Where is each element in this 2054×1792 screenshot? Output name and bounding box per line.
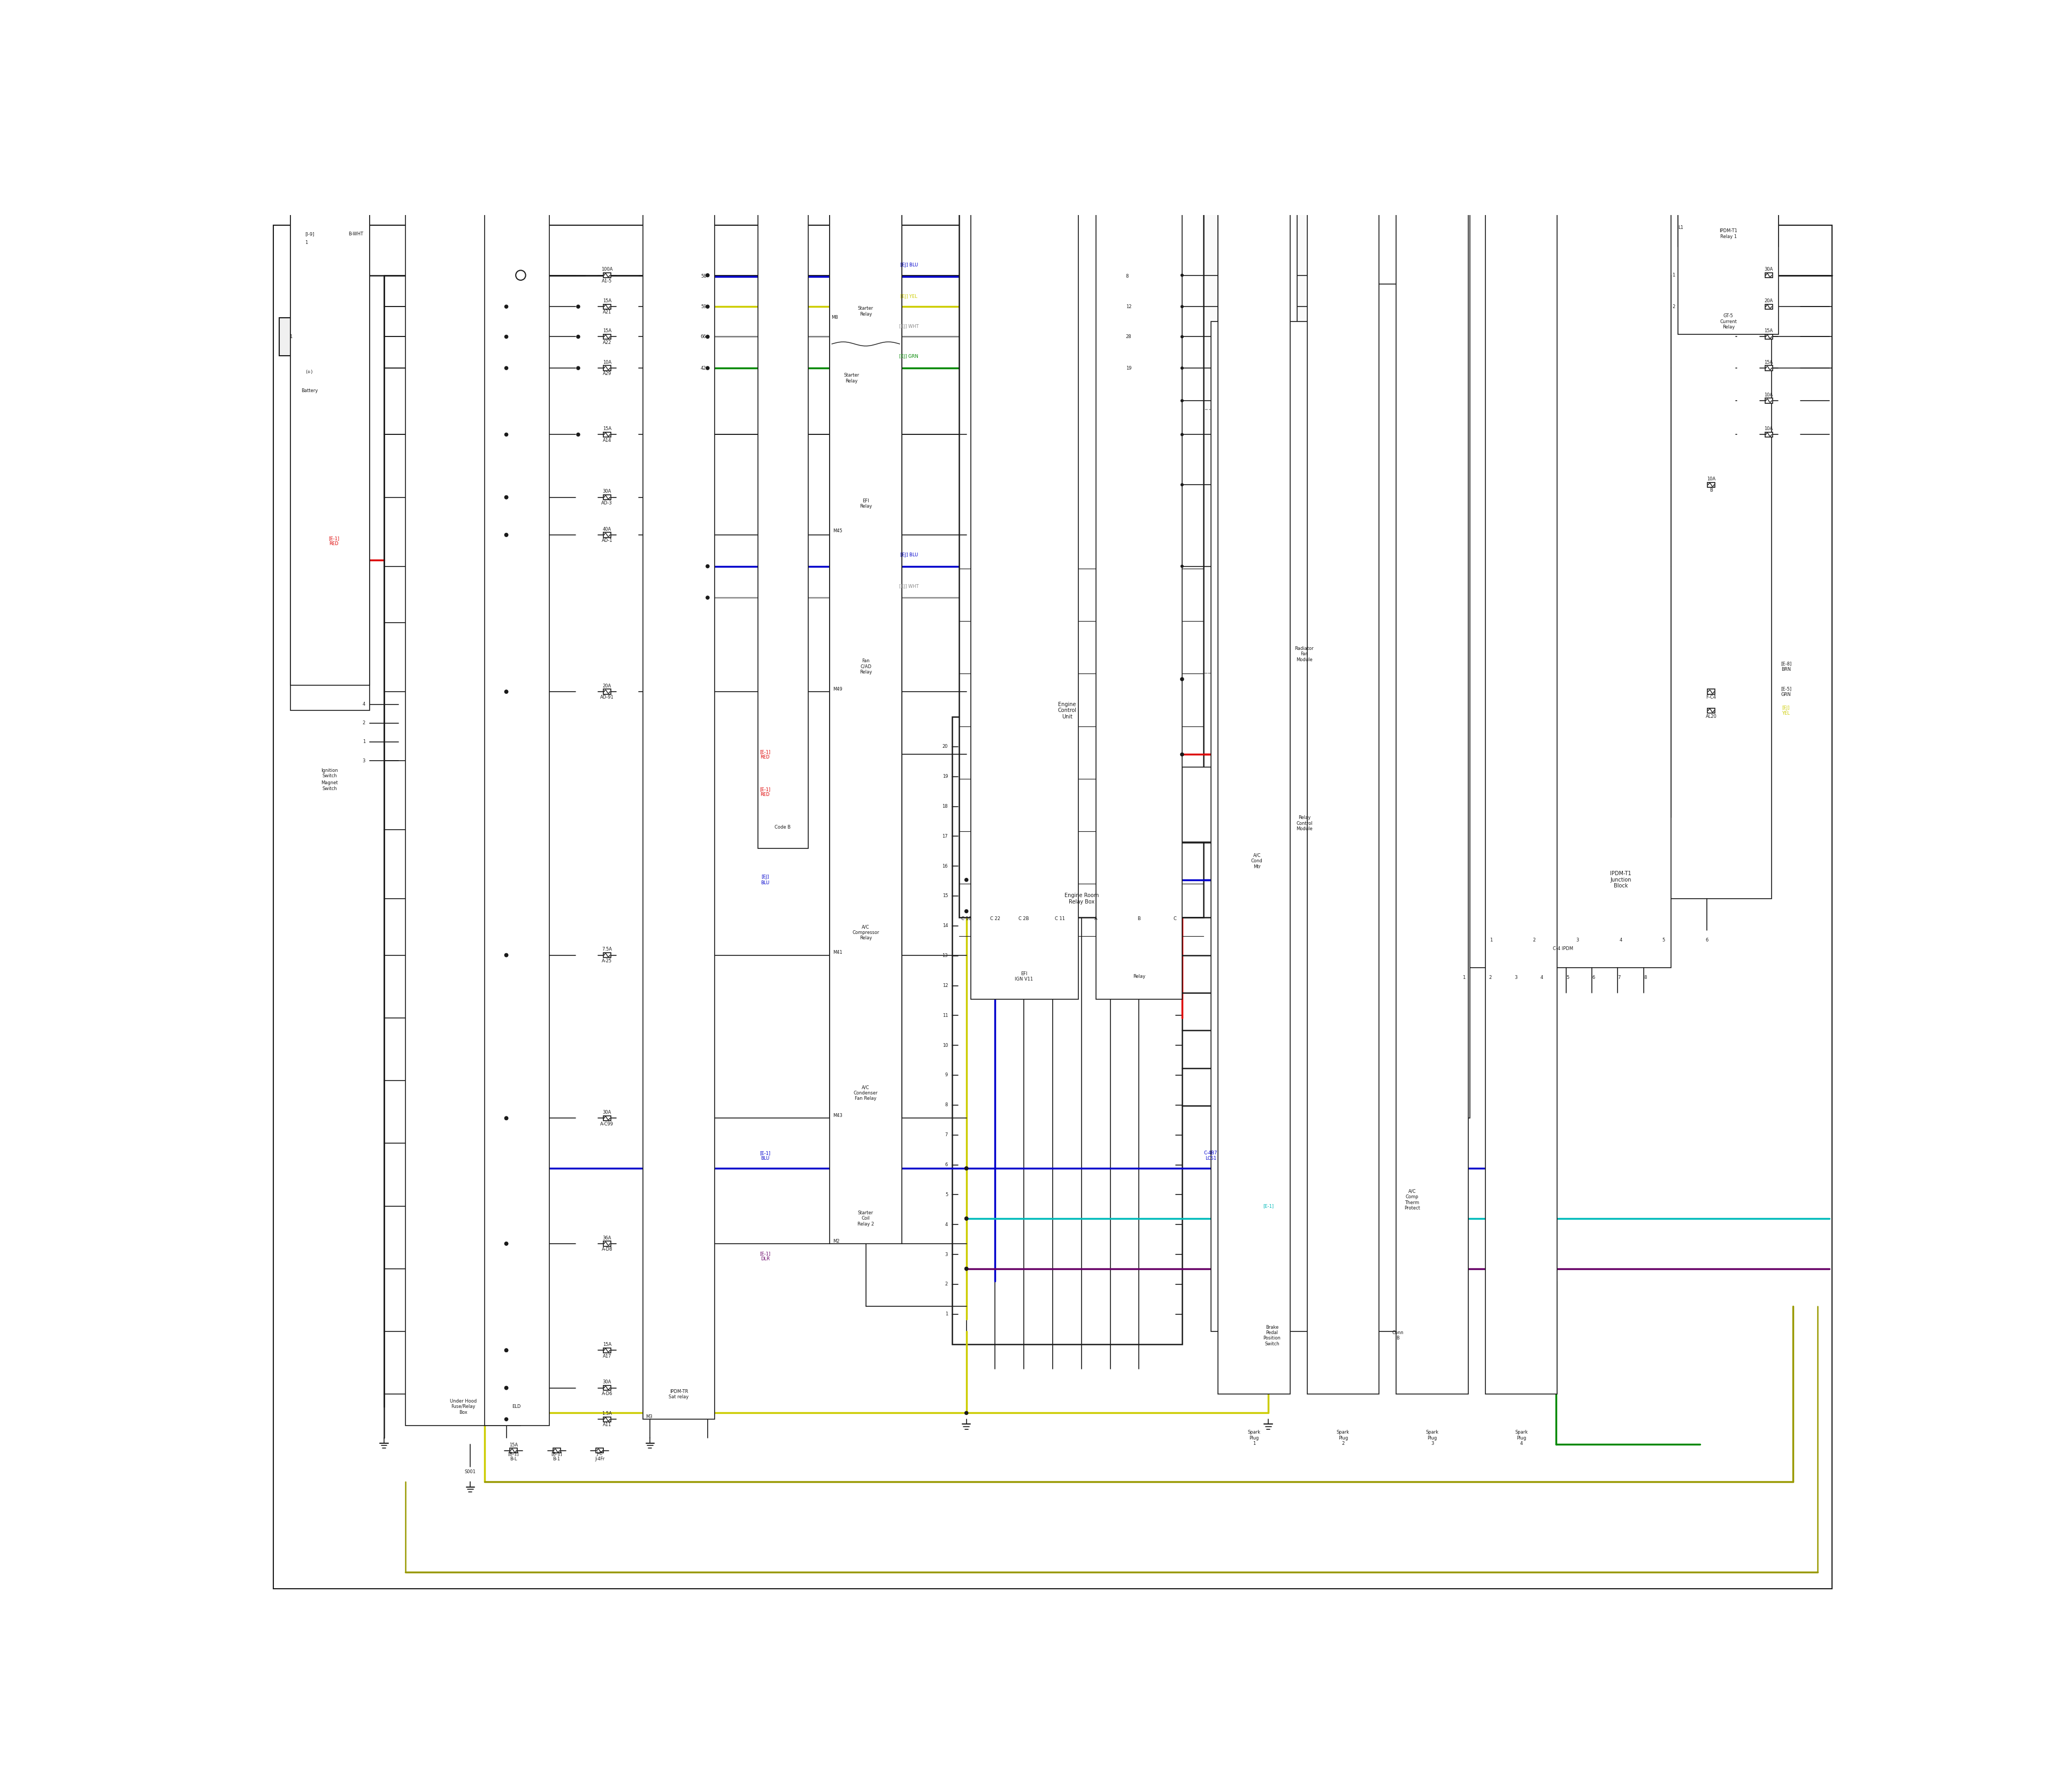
Text: 4: 4 <box>1619 937 1623 943</box>
Text: 19: 19 <box>1126 366 1132 371</box>
Bar <box>509 1448 518 1453</box>
Circle shape <box>965 1167 967 1170</box>
Circle shape <box>1181 677 1183 681</box>
Bar <box>1678 0 1779 333</box>
Bar <box>1764 366 1773 371</box>
Circle shape <box>505 1349 507 1351</box>
Circle shape <box>965 1167 967 1170</box>
Text: A-D8: A-D8 <box>602 1247 612 1253</box>
Circle shape <box>505 496 507 498</box>
Text: M8: M8 <box>832 315 838 319</box>
Text: [E-5]
GRN: [E-5] GRN <box>1781 686 1791 697</box>
Text: Under Hood
Fuse/Relay
Box: Under Hood Fuse/Relay Box <box>450 1400 477 1414</box>
Circle shape <box>505 1417 507 1421</box>
Text: 8: 8 <box>945 1102 947 1107</box>
Circle shape <box>707 274 709 278</box>
Text: 7: 7 <box>945 1133 947 1138</box>
Circle shape <box>505 1116 507 1120</box>
Bar <box>830 0 902 955</box>
Circle shape <box>505 305 507 308</box>
Circle shape <box>505 1242 507 1245</box>
Text: [EJ]
YEL: [EJ] YEL <box>1783 706 1789 715</box>
Bar <box>951 717 1181 1344</box>
Text: Engine
Control
Unit: Engine Control Unit <box>1058 702 1076 720</box>
Text: 6: 6 <box>1592 975 1596 980</box>
Text: B: B <box>1709 487 1713 493</box>
Text: 42: 42 <box>700 366 707 371</box>
Circle shape <box>965 1267 967 1271</box>
Bar <box>959 0 1204 918</box>
Text: A-D6: A-D6 <box>602 1391 612 1396</box>
Text: B-WHT: B-WHT <box>347 231 364 237</box>
Circle shape <box>965 878 967 882</box>
Text: A21: A21 <box>602 310 612 315</box>
Text: 10A: 10A <box>602 360 612 366</box>
Text: B: B <box>1138 916 1140 921</box>
Circle shape <box>505 534 507 536</box>
Text: IPDM-T1
Junction
Block: IPDM-T1 Junction Block <box>1610 871 1631 889</box>
Text: A/C
Cond
Mtr: A/C Cond Mtr <box>1251 853 1263 869</box>
Text: 3: 3 <box>1575 937 1580 943</box>
Bar <box>604 272 610 278</box>
Bar <box>643 95 715 1419</box>
Circle shape <box>1181 274 1183 276</box>
Text: M45: M45 <box>832 529 842 534</box>
Text: A17: A17 <box>602 1353 612 1358</box>
Text: J-C
J-4Fr: J-C J-4Fr <box>596 1452 604 1462</box>
Circle shape <box>505 1116 507 1120</box>
Text: IPDM-TR
Sat relay: IPDM-TR Sat relay <box>670 1389 688 1400</box>
Text: A14: A14 <box>602 437 612 443</box>
Bar <box>1210 323 1333 1331</box>
Bar <box>604 532 610 538</box>
Text: C 11: C 11 <box>1056 916 1064 921</box>
Text: M49: M49 <box>832 686 842 692</box>
Text: Conn
B: Conn B <box>1393 1330 1403 1340</box>
Circle shape <box>965 910 967 912</box>
Text: 17: 17 <box>943 833 947 839</box>
Circle shape <box>1181 434 1183 435</box>
Circle shape <box>1181 753 1183 756</box>
Bar <box>1469 0 1771 898</box>
Bar <box>604 366 610 371</box>
Text: 36A: 36A <box>602 1235 612 1240</box>
Bar <box>830 0 902 692</box>
Bar <box>604 495 610 500</box>
Text: Spark
Plug
3: Spark Plug 3 <box>1425 1430 1438 1446</box>
Text: C-4B7
LCS1: C-4B7 LCS1 <box>1204 1150 1218 1161</box>
Text: A-25: A-25 <box>602 959 612 964</box>
Text: 40A: 40A <box>602 527 612 532</box>
Text: 1.5A: 1.5A <box>602 1410 612 1416</box>
Bar <box>1678 0 1779 246</box>
Text: 30A: 30A <box>1764 267 1773 272</box>
Bar <box>604 690 610 694</box>
Text: 13: 13 <box>943 953 947 959</box>
Text: C-4 IPDM: C-4 IPDM <box>1553 946 1573 952</box>
Circle shape <box>505 496 507 498</box>
Text: 20A: 20A <box>602 683 612 688</box>
Circle shape <box>505 1387 507 1389</box>
Bar <box>279 317 341 355</box>
Text: M3: M3 <box>645 1414 653 1419</box>
Bar <box>830 0 902 534</box>
Text: 4: 4 <box>1540 975 1543 980</box>
Text: 2: 2 <box>945 1281 947 1287</box>
Bar <box>1397 102 1469 1394</box>
Text: 7.5A: 7.5A <box>602 946 612 952</box>
Text: IPDM-T1
Relay 1: IPDM-T1 Relay 1 <box>1719 229 1738 238</box>
Text: A11: A11 <box>602 1423 612 1428</box>
Bar <box>758 0 807 848</box>
Text: 2: 2 <box>364 720 366 726</box>
Bar <box>972 0 1078 1000</box>
Bar <box>1218 0 1298 830</box>
Text: [B-1]
B-1: [B-1] B-1 <box>550 1452 563 1462</box>
Text: ELD: ELD <box>511 1405 522 1409</box>
Text: AL20: AL20 <box>1705 713 1717 719</box>
Text: Spark
Plug
2: Spark Plug 2 <box>1337 1430 1349 1446</box>
Circle shape <box>577 305 579 308</box>
Bar <box>830 0 902 491</box>
Bar <box>604 432 610 437</box>
Text: [EJ] GRN: [EJ] GRN <box>900 355 918 358</box>
Text: [E-8]
BRN: [E-8] BRN <box>1781 661 1791 672</box>
Text: A/C
Compressor
Relay: A/C Compressor Relay <box>852 925 879 941</box>
Bar <box>1306 102 1378 1394</box>
